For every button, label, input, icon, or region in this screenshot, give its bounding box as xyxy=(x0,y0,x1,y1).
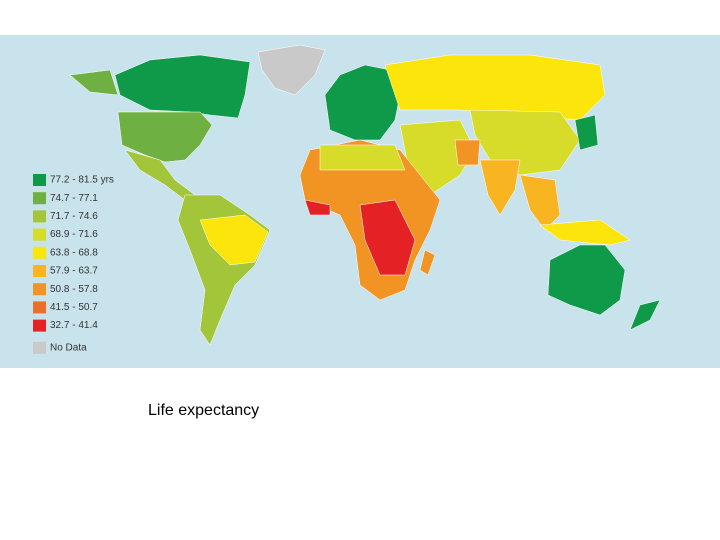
brazil xyxy=(199,214,269,266)
legend-swatch xyxy=(33,319,46,332)
world-map xyxy=(69,44,661,346)
caption: Life expectancy xyxy=(148,402,259,419)
legend-swatch xyxy=(33,174,46,186)
greenland xyxy=(257,44,326,96)
alaska xyxy=(69,69,119,96)
india xyxy=(479,159,521,216)
australia xyxy=(547,244,626,316)
legend-swatch xyxy=(33,341,46,354)
central-africa xyxy=(359,199,416,276)
afghanistan xyxy=(454,139,481,166)
legend-swatch xyxy=(33,192,46,205)
canada xyxy=(114,54,251,119)
legend-label: 50.8 - 57.8 xyxy=(50,284,98,295)
legend-swatch xyxy=(33,301,46,314)
legend-label: 77.2 - 81.5 yrs xyxy=(50,175,114,186)
legend-swatch xyxy=(33,228,46,241)
legend-swatch xyxy=(33,246,46,259)
russia xyxy=(384,54,606,121)
legend: 77.2 - 81.5 yrs 74.7 - 77.1 71.7 - 74.6 68.… xyxy=(33,174,114,354)
legend-label: No Data xyxy=(50,342,87,353)
china xyxy=(469,109,581,176)
legend-label: 68.9 - 71.6 xyxy=(50,229,98,240)
legend-swatch xyxy=(33,283,46,296)
usa xyxy=(117,111,213,163)
legend-swatch xyxy=(33,265,46,277)
legend-label: 57.9 - 63.7 xyxy=(50,266,98,277)
indonesia xyxy=(539,219,631,246)
legend-label: 41.5 - 50.7 xyxy=(50,302,98,313)
legend-label: 32.7 - 41.4 xyxy=(50,320,98,331)
legend-label: 63.8 - 68.8 xyxy=(50,247,98,258)
japan xyxy=(574,114,599,151)
madagascar xyxy=(419,249,436,276)
new-zealand xyxy=(629,299,661,331)
legend-label: 71.7 - 74.6 xyxy=(50,211,98,222)
legend-label: 74.7 - 77.1 xyxy=(50,193,98,204)
north-africa xyxy=(319,144,406,171)
europe xyxy=(324,64,401,141)
legend-swatch xyxy=(33,210,46,223)
se-asia xyxy=(519,174,561,231)
west-africa xyxy=(304,199,331,216)
